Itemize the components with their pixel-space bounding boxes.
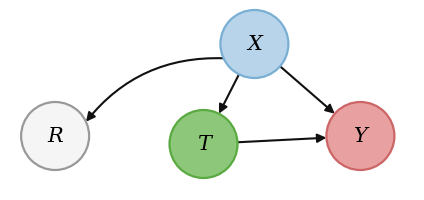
Text: T: T [197,134,210,154]
Text: Y: Y [354,127,367,146]
Text: X: X [247,34,262,53]
Circle shape [220,10,288,78]
Circle shape [170,110,237,178]
Circle shape [326,102,394,170]
Circle shape [21,102,89,170]
Text: R: R [47,127,63,146]
